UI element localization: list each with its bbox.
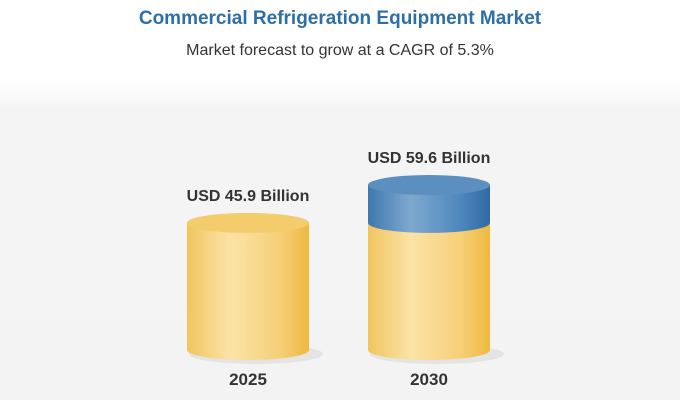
chart-subtitle: Market forecast to grow at a CAGR of 5.3… xyxy=(186,42,494,59)
cylinder-top xyxy=(368,175,490,195)
cylinder-body-base xyxy=(187,222,309,360)
category-label: 2030 xyxy=(410,370,448,389)
data-label: USD 59.6 Billion xyxy=(368,150,491,167)
chart-title: Commercial Refrigeration Equipment Marke… xyxy=(138,8,542,29)
category-label: 2025 xyxy=(229,370,267,389)
cylinder-top xyxy=(187,212,309,233)
cylinder-body-base xyxy=(368,222,490,360)
cylinder-body-growth xyxy=(368,185,490,233)
data-label: USD 45.9 Billion xyxy=(187,188,310,205)
